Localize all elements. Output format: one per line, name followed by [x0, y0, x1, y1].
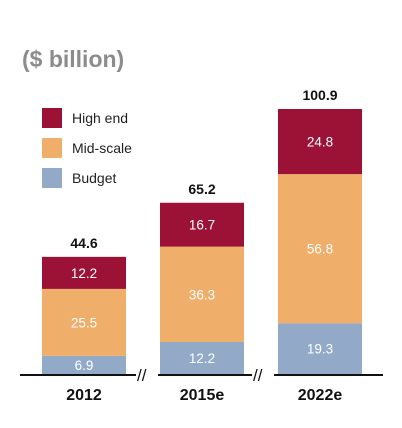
legend-swatch-budget: [42, 168, 62, 188]
axis-break-gap-2: [252, 368, 274, 382]
category-label-2012: 2012: [66, 387, 102, 404]
data-label-mid-scale-2022e: 56.8: [307, 242, 333, 257]
category-labels: 2012 2015e 2022e: [66, 387, 342, 404]
bar-segment-high-end-2015e: [160, 202, 244, 247]
bar-segment-budget-2015e: [160, 341, 244, 374]
category-label-2022e: 2022e: [298, 387, 343, 404]
axis-break-mark-2: //: [253, 366, 263, 385]
bar-segment-budget-2012: [42, 355, 126, 374]
data-label-budget-2012: 6.9: [75, 358, 94, 373]
bar-segment-mid-scale-2012: [42, 288, 126, 356]
bars-layer: 6.9 25.5 12.2 44.6 12.2 36.3 16.7 65.2 19.3 56.8 2…: [42, 87, 362, 374]
axis-break-mark-1: //: [137, 366, 147, 385]
data-label-high-end-2012: 12.2: [71, 266, 97, 281]
legend-swatch-mid-scale: [42, 138, 62, 158]
axis-break-gap-1: [136, 368, 158, 382]
category-label-2015e: 2015e: [180, 387, 225, 404]
data-label-high-end-2015e: 16.7: [189, 218, 215, 233]
bar-segment-mid-scale-2022e: [278, 174, 362, 324]
bar-segment-high-end-2022e: [278, 109, 362, 175]
bar-segment-high-end-2012: [42, 256, 126, 289]
total-label-2022e: 100.9: [302, 87, 337, 103]
legend-swatch-high-end: [42, 108, 62, 128]
x-axis: // //: [20, 366, 383, 385]
bar-segment-mid-scale-2015e: [160, 246, 244, 342]
total-label-2012: 44.6: [70, 235, 97, 251]
data-label-budget-2015e: 12.2: [189, 351, 215, 366]
legend: High end Mid-scale Budget: [42, 108, 132, 188]
bar-segment-budget-2022e: [278, 323, 362, 374]
data-label-budget-2022e: 19.3: [307, 342, 333, 357]
data-label-mid-scale-2015e: 36.3: [189, 287, 215, 302]
legend-label-high-end: High end: [72, 110, 128, 126]
data-label-mid-scale-2012: 25.5: [71, 315, 97, 330]
legend-label-mid-scale: Mid-scale: [72, 140, 132, 156]
data-label-high-end-2022e: 24.8: [307, 135, 333, 150]
unit-label: ($ billion): [22, 46, 124, 72]
total-label-2015e: 65.2: [188, 181, 215, 197]
legend-label-budget: Budget: [72, 170, 116, 186]
